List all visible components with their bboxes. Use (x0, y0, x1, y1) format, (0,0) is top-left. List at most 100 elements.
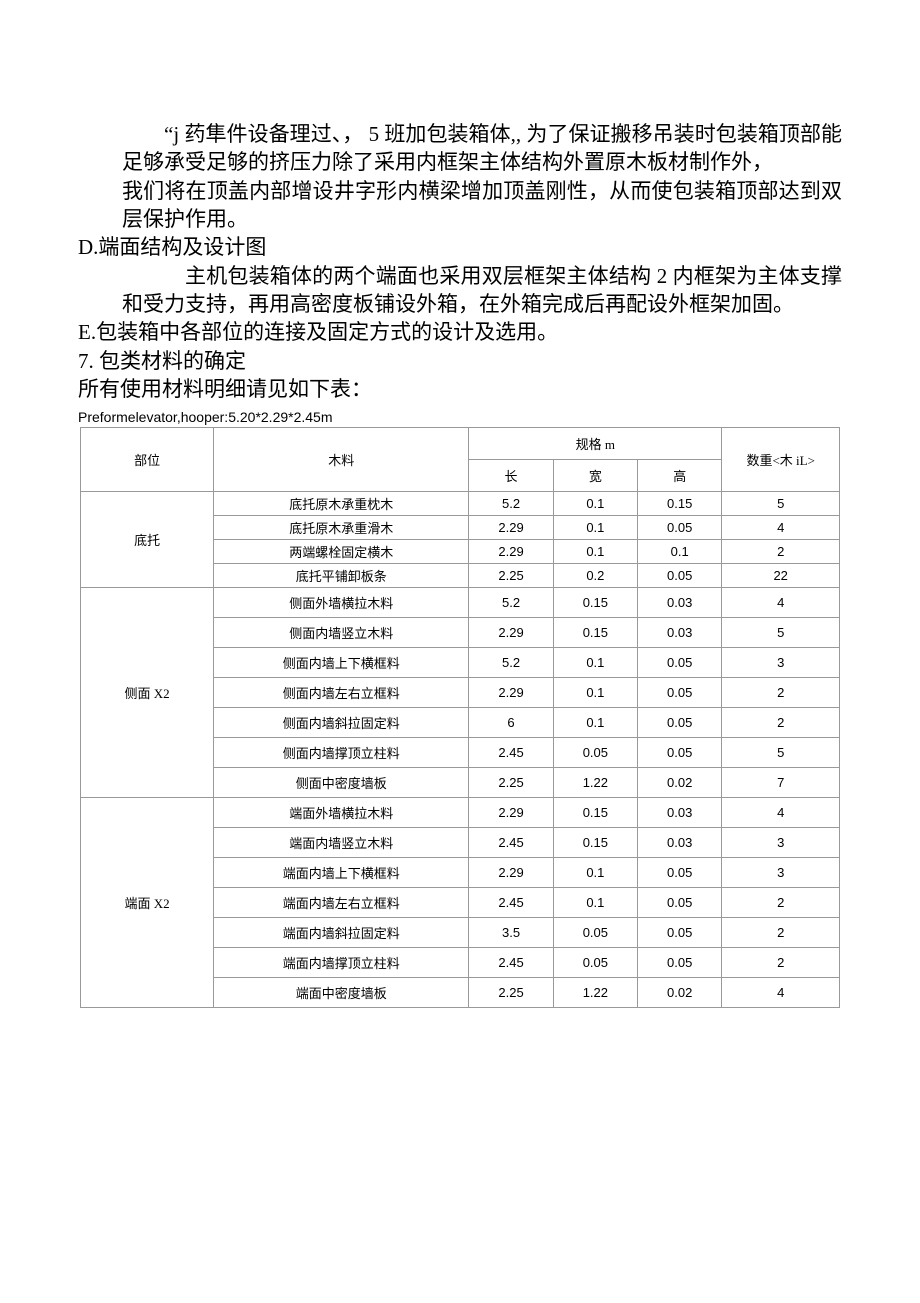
cell-qty: 22 (722, 564, 840, 588)
cell-wid: 0.05 (553, 948, 637, 978)
cell-qty: 2 (722, 708, 840, 738)
table-body: 底托底托原木承重枕木5.20.10.155底托原木承重滑木2.290.10.05… (81, 492, 840, 1008)
table-title: Preformelevator,hooper:5.20*2.29*2.45m (78, 409, 842, 425)
cell-material: 侧面内墙上下横框料 (214, 648, 469, 678)
cell-qty: 2 (722, 948, 840, 978)
cell-qty: 2 (722, 540, 840, 564)
cell-wid: 0.05 (553, 738, 637, 768)
cell-material: 底托原木承重滑木 (214, 516, 469, 540)
heading-d: D.端面结构及设计图 (78, 233, 842, 261)
paragraph-1: “j 药隼件设备理过、， 5 班加包装箱体,, 为了保证搬移吊装时包装箱顶部能足… (78, 120, 842, 177)
cell-len: 2.29 (469, 618, 553, 648)
cell-material: 端面内墙撑顶立柱料 (214, 948, 469, 978)
cell-qty: 4 (722, 588, 840, 618)
cell-len: 2.25 (469, 768, 553, 798)
cell-material: 底托原木承重枕木 (214, 492, 469, 516)
cell-wid: 0.15 (553, 798, 637, 828)
cell-wid: 0.1 (553, 678, 637, 708)
cell-hei: 0.03 (638, 798, 722, 828)
cell-len: 5.2 (469, 588, 553, 618)
cell-len: 2.45 (469, 828, 553, 858)
cell-wid: 0.1 (553, 648, 637, 678)
th-len: 长 (469, 460, 553, 492)
cell-wid: 0.1 (553, 492, 637, 516)
th-wid: 宽 (553, 460, 637, 492)
cell-len: 2.45 (469, 948, 553, 978)
paragraph-2: 我们将在顶盖内部增设井字形内横梁增加顶盖刚性，从而使包装箱顶部达到双层保护作用。 (78, 177, 842, 234)
cell-hei: 0.02 (638, 978, 722, 1008)
cell-wid: 1.22 (553, 768, 637, 798)
cell-material: 端面内墙左右立框料 (214, 888, 469, 918)
paragraph-4: 所有使用材料明细请见如下表： (78, 375, 842, 403)
table-row: 端面 X2端面外墙横拉木料2.290.150.034 (81, 798, 840, 828)
cell-hei: 0.03 (638, 588, 722, 618)
cell-qty: 5 (722, 492, 840, 516)
table-row: 底托底托原木承重枕木5.20.10.155 (81, 492, 840, 516)
cell-len: 2.29 (469, 516, 553, 540)
th-qty: 数重<木 iL> (722, 428, 840, 492)
cell-qty: 2 (722, 918, 840, 948)
cell-material: 侧面内墙斜拉固定料 (214, 708, 469, 738)
cell-hei: 0.05 (638, 678, 722, 708)
cell-len: 2.45 (469, 888, 553, 918)
th-hei: 高 (638, 460, 722, 492)
cell-wid: 0.05 (553, 918, 637, 948)
cell-wid: 0.1 (553, 540, 637, 564)
heading-e: E.包装箱中各部位的连接及固定方式的设计及选用。 (78, 318, 842, 346)
cell-qty: 5 (722, 618, 840, 648)
cell-len: 6 (469, 708, 553, 738)
cell-wid: 0.1 (553, 516, 637, 540)
cell-material: 侧面内墙竖立木料 (214, 618, 469, 648)
cell-len: 5.2 (469, 648, 553, 678)
cell-material: 端面内墙上下横框料 (214, 858, 469, 888)
cell-qty: 4 (722, 516, 840, 540)
cell-material: 底托平铺卸板条 (214, 564, 469, 588)
cell-material: 侧面内墙左右立框料 (214, 678, 469, 708)
cell-wid: 0.1 (553, 708, 637, 738)
cell-wid: 0.15 (553, 588, 637, 618)
cell-len: 2.45 (469, 738, 553, 768)
cell-qty: 3 (722, 648, 840, 678)
cell-hei: 0.05 (638, 564, 722, 588)
cell-wid: 0.1 (553, 888, 637, 918)
cell-hei: 0.05 (638, 918, 722, 948)
cell-wid: 1.22 (553, 978, 637, 1008)
cell-wid: 0.2 (553, 564, 637, 588)
cell-hei: 0.03 (638, 828, 722, 858)
cell-material: 两端螺栓固定横木 (214, 540, 469, 564)
materials-table: 部位 木料 规格 m 数重<木 iL> 长 宽 高 底托底托原木承重枕木5.20… (80, 427, 840, 1008)
cell-material: 端面中密度墙板 (214, 978, 469, 1008)
cell-qty: 2 (722, 678, 840, 708)
cell-hei: 0.1 (638, 540, 722, 564)
cell-hei: 0.15 (638, 492, 722, 516)
cell-material: 侧面中密度墙板 (214, 768, 469, 798)
cell-hei: 0.02 (638, 768, 722, 798)
cell-len: 3.5 (469, 918, 553, 948)
cell-qty: 4 (722, 798, 840, 828)
cell-hei: 0.05 (638, 516, 722, 540)
cell-hei: 0.05 (638, 888, 722, 918)
cell-wid: 0.15 (553, 618, 637, 648)
paragraph-3: 主机包装箱体的两个端面也采用双层框架主体结构 2 内框架为主体支撑和受力支持，再… (78, 262, 842, 319)
cell-len: 5.2 (469, 492, 553, 516)
table-row: 侧面 X2侧面外墙横拉木料5.20.150.034 (81, 588, 840, 618)
cell-hei: 0.03 (638, 618, 722, 648)
cell-wid: 0.1 (553, 858, 637, 888)
cell-len: 2.29 (469, 798, 553, 828)
cell-qty: 4 (722, 978, 840, 1008)
th-material: 木料 (214, 428, 469, 492)
th-spec: 规格 m (469, 428, 722, 460)
cell-qty: 2 (722, 888, 840, 918)
cell-qty: 3 (722, 828, 840, 858)
cell-part: 端面 X2 (81, 798, 214, 1008)
cell-material: 端面内墙竖立木料 (214, 828, 469, 858)
cell-material: 端面外墙横拉木料 (214, 798, 469, 828)
cell-part: 底托 (81, 492, 214, 588)
cell-hei: 0.05 (638, 948, 722, 978)
cell-qty: 7 (722, 768, 840, 798)
cell-material: 侧面外墙横拉木料 (214, 588, 469, 618)
cell-hei: 0.05 (638, 708, 722, 738)
cell-hei: 0.05 (638, 648, 722, 678)
cell-wid: 0.15 (553, 828, 637, 858)
cell-len: 2.25 (469, 564, 553, 588)
